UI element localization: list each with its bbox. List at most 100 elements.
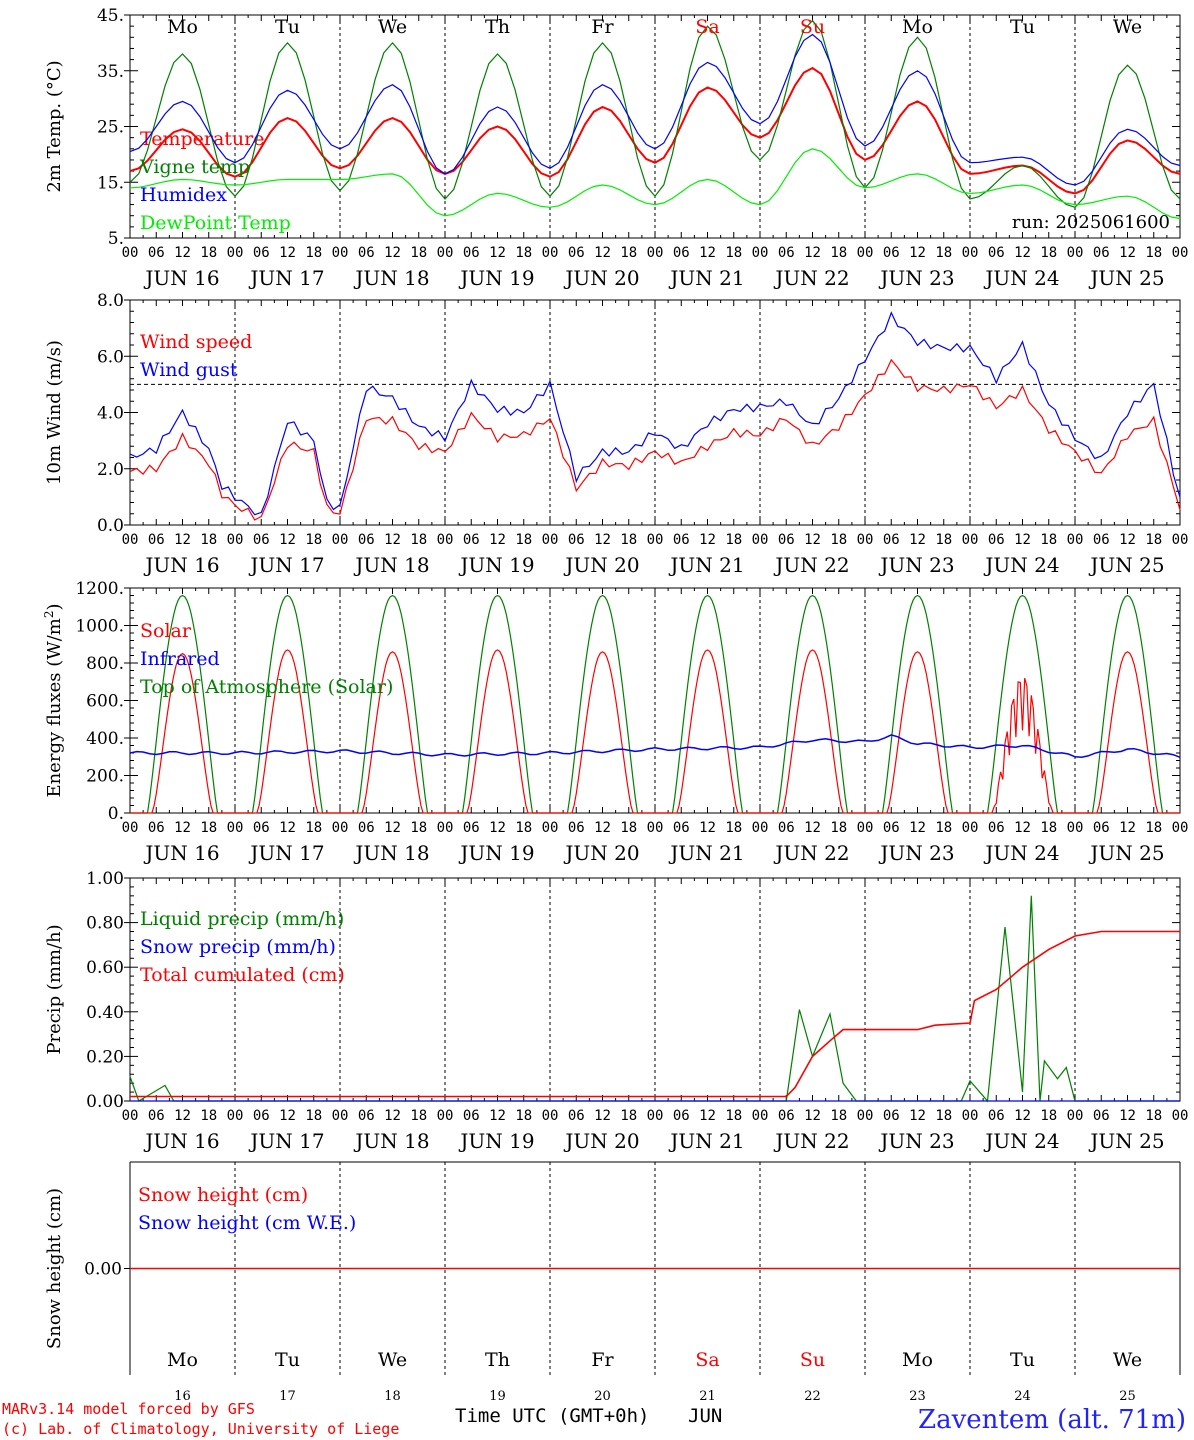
hour-label: 18 <box>200 820 217 836</box>
run-annotation: run: 2025061600 <box>1012 212 1170 233</box>
date-label: JUN 25 <box>1088 841 1164 865</box>
date-label: JUN 24 <box>983 841 1059 865</box>
legend-entry: Top of Atmosphere (Solar) <box>140 676 393 698</box>
hour-label: 00 <box>1067 1108 1084 1124</box>
hour-label: 00 <box>437 820 454 836</box>
hour-label: 00 <box>962 532 979 548</box>
hour-label: 00 <box>122 820 139 836</box>
legend-entry: Snow precip (mm/h) <box>140 936 336 958</box>
hour-label: 00 <box>857 532 874 548</box>
legend-entry: Infrared <box>140 648 220 670</box>
hour-label: 00 <box>542 1108 559 1124</box>
hour-label: 12 <box>1014 532 1031 548</box>
hour-label: 06 <box>778 1108 795 1124</box>
day-of-week-label: Fr <box>591 1349 614 1371</box>
hour-label: 12 <box>279 1108 296 1124</box>
hour-label: 18 <box>410 245 427 261</box>
hour-label: 18 <box>1145 1108 1162 1124</box>
hour-label: 00 <box>1172 820 1189 836</box>
hour-label: 00 <box>437 1108 454 1124</box>
hour-label: 18 <box>935 532 952 548</box>
y-tick-label: 600. <box>86 692 124 712</box>
legend-entry: Total cumulated (cm) <box>140 964 345 986</box>
legend-entry: Liquid precip (mm/h) <box>140 908 344 930</box>
panel-4: 0.00 0.20 0.40 0.60 0.80 1.00 Precip (mm/h) 00 0… <box>44 869 1188 1153</box>
hour-label: 06 <box>148 245 165 261</box>
hour-label: 12 <box>489 1108 506 1124</box>
hour-label: 18 <box>935 1108 952 1124</box>
hour-label: 18 <box>305 532 322 548</box>
legend-entry: DewPoint Temp <box>140 212 291 234</box>
lab-credit: (c) Lab. of Climatology, University of L… <box>2 1420 399 1438</box>
date-label: JUN 16 <box>143 841 219 865</box>
hour-label: 06 <box>1093 1108 1110 1124</box>
day-number-label: 20 <box>594 1389 611 1404</box>
date-label: JUN 16 <box>143 266 219 290</box>
hour-label: 12 <box>489 532 506 548</box>
hour-label: 18 <box>305 820 322 836</box>
hour-label: 12 <box>489 820 506 836</box>
y-tick-label: 1000. <box>75 617 124 637</box>
date-label: JUN 17 <box>248 266 324 290</box>
hour-label: 12 <box>909 1108 926 1124</box>
date-label: JUN 20 <box>563 1129 639 1153</box>
hour-label: 00 <box>857 820 874 836</box>
day-of-week-label: We <box>378 1349 407 1371</box>
day-of-week-label: Mo <box>167 16 198 38</box>
y-tick-label: 8.0 <box>97 291 124 311</box>
day-of-week-label: Fr <box>591 16 614 38</box>
hour-label: 06 <box>673 1108 690 1124</box>
hour-label: 06 <box>568 245 585 261</box>
hour-label: 00 <box>227 1108 244 1124</box>
y-tick-label: 25. <box>97 118 124 138</box>
x-axis-title: Time UTC (GMT+0h) <box>455 1405 649 1427</box>
date-label: JUN 24 <box>983 1129 1059 1153</box>
day-of-week-label: We <box>378 16 407 38</box>
y-tick-label: 0. <box>108 804 124 824</box>
day-of-week-label: We <box>1113 1349 1142 1371</box>
hour-label: 18 <box>410 820 427 836</box>
day-of-week-label: Sa <box>695 16 719 38</box>
hour-label: 06 <box>778 532 795 548</box>
y-tick-label: 1.00 <box>86 869 124 889</box>
hour-label: 18 <box>410 532 427 548</box>
day-number-label: 23 <box>909 1389 926 1404</box>
hour-label: 18 <box>1145 820 1162 836</box>
date-label: JUN 20 <box>563 841 639 865</box>
hour-label: 12 <box>699 245 716 261</box>
y-tick-label: 800. <box>86 654 124 674</box>
hour-label: 12 <box>1014 820 1031 836</box>
series-line-vigne-temp <box>129 19 1181 208</box>
panel-3: 0. 200. 400. 600. 800. 1000. 1200. Energy fluxe… <box>42 579 1188 865</box>
hour-label: 12 <box>909 532 926 548</box>
y-axis-label: Precip (mm/h) <box>44 924 65 1054</box>
hour-label: 18 <box>830 245 847 261</box>
y-axis-label: Energy fluxes (W/m2) <box>42 603 65 797</box>
hour-label: 06 <box>568 532 585 548</box>
y-tick-label: 1200. <box>75 579 124 599</box>
y-tick-label: 35. <box>97 62 124 82</box>
date-label: JUN 22 <box>773 266 849 290</box>
date-label: JUN 19 <box>458 1129 534 1153</box>
series-line-humidex <box>129 33 1181 186</box>
date-label: JUN 18 <box>353 553 429 577</box>
day-of-week-label: Tu <box>275 1349 300 1371</box>
date-label: JUN 21 <box>668 553 744 577</box>
hour-label: 06 <box>673 245 690 261</box>
hour-label: 18 <box>620 1108 637 1124</box>
hour-label: 06 <box>253 820 270 836</box>
date-label: JUN 17 <box>248 553 324 577</box>
hour-label: 00 <box>647 1108 664 1124</box>
hour-label: 06 <box>568 820 585 836</box>
legend-entry: Vigne temp <box>139 156 250 178</box>
hour-label: 06 <box>358 820 375 836</box>
y-tick-label: 0.60 <box>86 958 124 978</box>
date-label: JUN 24 <box>983 266 1059 290</box>
x-axis-month: JUN <box>688 1405 722 1427</box>
hour-label: 06 <box>778 245 795 261</box>
legend-entry: Wind speed <box>140 331 252 353</box>
hour-label: 06 <box>148 820 165 836</box>
hour-label: 00 <box>1172 1108 1189 1124</box>
panel-2: 0.0 2.0 4.0 6.0 8.0 10m Wind (m/s) 00 06 12 18 00 0… <box>44 291 1188 577</box>
hour-label: 00 <box>122 532 139 548</box>
